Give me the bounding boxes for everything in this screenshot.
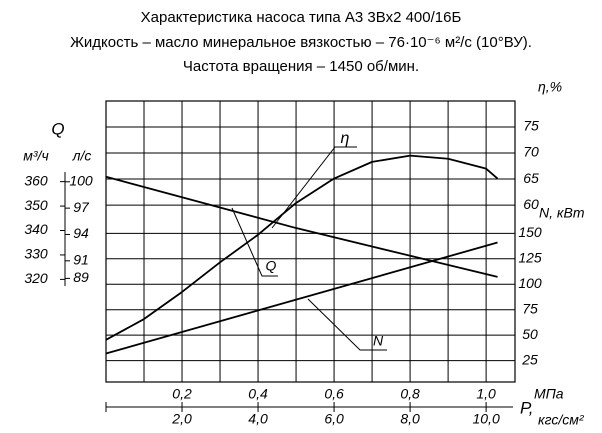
title-line: Частота вращения – 1450 об/мин.	[183, 58, 419, 75]
y2ticks-label: 50	[522, 326, 538, 342]
q-tick-label: 350	[24, 197, 48, 213]
x-symbol: Р,	[520, 398, 533, 417]
x2-tick-label: 10,0	[472, 411, 499, 427]
y2ticks-label: 150	[518, 224, 542, 240]
title-line: Жидкость – масло минеральное вязкостью –…	[70, 34, 532, 51]
title-line: Характеристика насоса типа А3 3Вх2 400/1…	[141, 9, 462, 26]
y2ticks-label: 25	[521, 351, 538, 367]
x-unit: МПа	[534, 386, 564, 402]
curve-leaders	[231, 146, 387, 351]
curve-label: Q	[266, 258, 277, 274]
q-unit-ls: л/с	[72, 148, 92, 164]
x2-tick-label: 8,0	[400, 411, 420, 427]
q-tick-label: 330	[24, 246, 48, 262]
curve-label: N	[373, 333, 384, 349]
q-tick-label: 360	[24, 172, 48, 188]
x2-tick-label: 2,0	[171, 411, 192, 427]
series-line	[105, 154, 499, 341]
q-unit: м³/ч	[23, 148, 48, 164]
q-leader	[231, 207, 278, 277]
series-line	[105, 175, 498, 278]
x2-unit: кгс/см²	[538, 412, 585, 428]
y-axis-title: η,%	[538, 79, 562, 95]
curve-label: η	[341, 130, 350, 147]
q-ls-tick-label: 97	[73, 199, 90, 215]
plot-frame	[105, 100, 516, 383]
q-tick-label: 320	[24, 270, 48, 286]
eta-leader	[271, 146, 357, 229]
yticks-label: 70	[523, 144, 539, 160]
x2-tick-label: 4,0	[248, 411, 268, 427]
y2ticks-label: 125	[518, 250, 542, 266]
series-line	[105, 241, 498, 355]
y2-axis-title: N, кВт	[539, 205, 585, 221]
q-ls-tick-label: 94	[73, 225, 89, 241]
y2ticks-label: 75	[522, 300, 538, 316]
x2-tick-label: 6,0	[324, 411, 344, 427]
q-ls-tick-label: 100	[69, 172, 93, 188]
x-tick-label: 0,8	[400, 386, 420, 402]
x-tick-label: 0,6	[324, 386, 344, 402]
n-leader	[307, 298, 387, 351]
y2ticks-label: 100	[518, 275, 542, 291]
yticks-label: 65	[523, 170, 539, 186]
q-tick-label: 340	[24, 221, 48, 237]
yticks-label: 75	[523, 118, 539, 134]
q-ls-tick-label: 89	[73, 269, 89, 285]
x-tick-label: 0,4	[248, 386, 268, 402]
q-axis-title: Q	[51, 119, 64, 138]
yticks-label: 60	[523, 196, 539, 212]
q-ls-tick-label: 91	[73, 252, 89, 268]
x-tick-label: 1,0	[476, 386, 496, 402]
x-tick-label: 0,2	[172, 386, 192, 402]
